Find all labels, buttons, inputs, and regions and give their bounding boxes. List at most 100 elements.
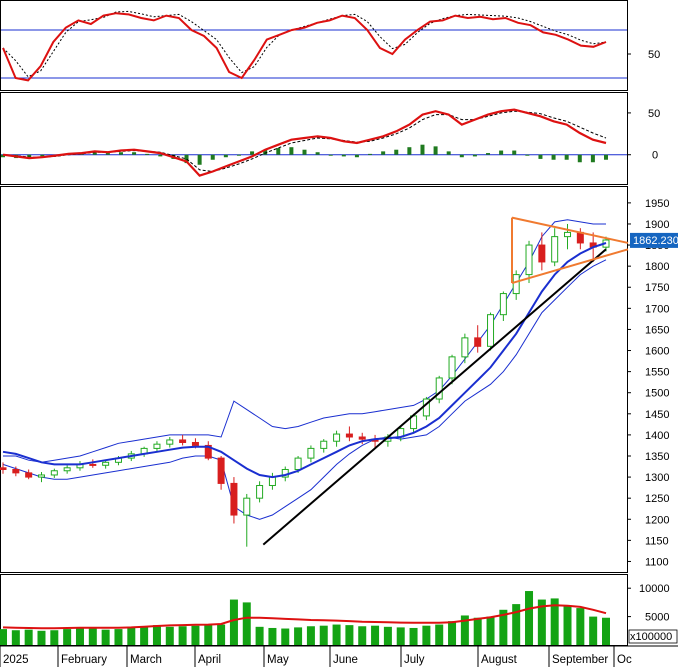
price-tick-label: 1150: [645, 535, 669, 547]
candle-body: [179, 439, 187, 443]
volume-bar: [11, 630, 20, 645]
candle-body: [243, 497, 251, 516]
month-label: June: [333, 654, 358, 666]
oscillator-panel: 50: [1, 10, 660, 82]
volume-tick-label: 5000: [645, 612, 669, 624]
month-label: February: [61, 654, 107, 666]
candle-body: [256, 485, 264, 499]
volume-bar: [332, 624, 341, 645]
volume-bar: [50, 630, 59, 645]
oscillator-tick-label: 50: [648, 49, 660, 61]
volume-bar: [217, 624, 226, 645]
oscillator-line: [2, 12, 607, 82]
month-label: March: [130, 654, 162, 666]
macd-histogram-bar: [354, 154, 359, 158]
volume-bar: [152, 625, 161, 645]
macd-histogram-bar: [328, 154, 333, 156]
volume-bar: [165, 626, 174, 645]
last-price-value: 1862.230: [633, 235, 678, 247]
candle-body: [320, 440, 328, 449]
volume-bar: [101, 629, 110, 645]
axis-labels: 2025 February March April May June July August S…: [0, 646, 632, 667]
macd-histogram-bar: [604, 154, 608, 160]
macd-tick-label: 0: [652, 150, 658, 162]
macd-histogram-bar: [394, 149, 399, 155]
volume-bar: [114, 629, 123, 645]
price-tick-label: 1600: [645, 346, 669, 358]
volume-bar: [319, 625, 328, 645]
candle-body: [358, 436, 366, 440]
candle-body: [166, 439, 174, 445]
triangle-upper-line: [511, 216, 629, 244]
macd-histogram-bar: [1, 154, 5, 158]
candle-body: [89, 463, 97, 466]
macd-histogram-bar: [40, 154, 45, 157]
candle-body: [564, 231, 572, 238]
volume-bar: [371, 625, 380, 645]
month-label: May: [267, 654, 289, 666]
volume-bar: [191, 625, 200, 645]
candle-body: [448, 356, 456, 379]
volume-bar: [512, 604, 521, 645]
panel-frame-osc: [0, 0, 628, 91]
macd-histogram-bar: [486, 153, 491, 155]
macd-histogram-bar: [420, 144, 425, 155]
candle-body: [37, 474, 45, 478]
candle-body: [0, 467, 7, 470]
price-tick-label: 1900: [645, 219, 669, 231]
volume-bar: [281, 628, 290, 645]
macd-histogram-bar: [368, 153, 373, 155]
candle-body: [551, 236, 559, 263]
macd-histogram-bar: [512, 150, 517, 155]
macd-histogram-bar: [250, 151, 255, 155]
volume-bar: [268, 627, 277, 645]
volume-bar: [24, 629, 33, 645]
panel-frame-macd: [0, 92, 628, 185]
macd-histogram-bar: [590, 154, 595, 163]
volume-bar: [88, 628, 97, 645]
macd-histogram-bar: [341, 154, 346, 157]
macd-histogram-bar: [210, 154, 215, 160]
volume-bar: [422, 625, 431, 645]
volume-bar: [204, 625, 213, 645]
macd-histogram-bar: [315, 152, 320, 155]
volume-unit-box: [628, 629, 678, 644]
macd-panel: 50 0: [1, 108, 660, 177]
candle-body: [153, 443, 161, 449]
volume-bar: [140, 626, 149, 645]
volume-bar: [306, 626, 315, 645]
macd-line: [2, 108, 607, 177]
candle-body: [538, 244, 546, 263]
volume-bar: [486, 616, 495, 645]
volume-bar: [345, 625, 354, 645]
volume-bar: [409, 627, 418, 645]
volume-bar: [255, 626, 264, 645]
month-label: 2025: [3, 654, 29, 666]
price-tick-label: 1200: [645, 514, 669, 526]
macd-histogram-bar: [223, 154, 228, 158]
candle-body: [102, 461, 110, 466]
macd-histogram-bar: [184, 154, 189, 164]
month-label: April: [198, 654, 221, 666]
candle-body: [345, 433, 353, 438]
macd-histogram-bar: [577, 154, 582, 163]
volume-bar: [127, 627, 136, 645]
volume-bar: [550, 598, 559, 645]
price-tick-label: 1650: [645, 324, 669, 336]
price-panel: 1950190018501800175017001650160015501500…: [0, 198, 669, 568]
candle-body: [204, 444, 212, 459]
volume-bar: [229, 599, 238, 645]
volume-bar: [383, 626, 392, 645]
price-tick-label: 1450: [645, 409, 669, 421]
month-label: July: [404, 654, 425, 666]
candle-body: [512, 274, 520, 295]
price-tick-label: 1250: [645, 493, 669, 505]
macd-tick-label: 50: [648, 108, 660, 120]
price-tick-label: 1100: [645, 556, 669, 568]
candle-body: [191, 441, 199, 446]
volume-unit-label: x100000: [630, 631, 672, 643]
price-tick-label: 1350: [645, 451, 669, 463]
candle-body: [461, 337, 469, 358]
panel-frames: [0, 0, 678, 647]
